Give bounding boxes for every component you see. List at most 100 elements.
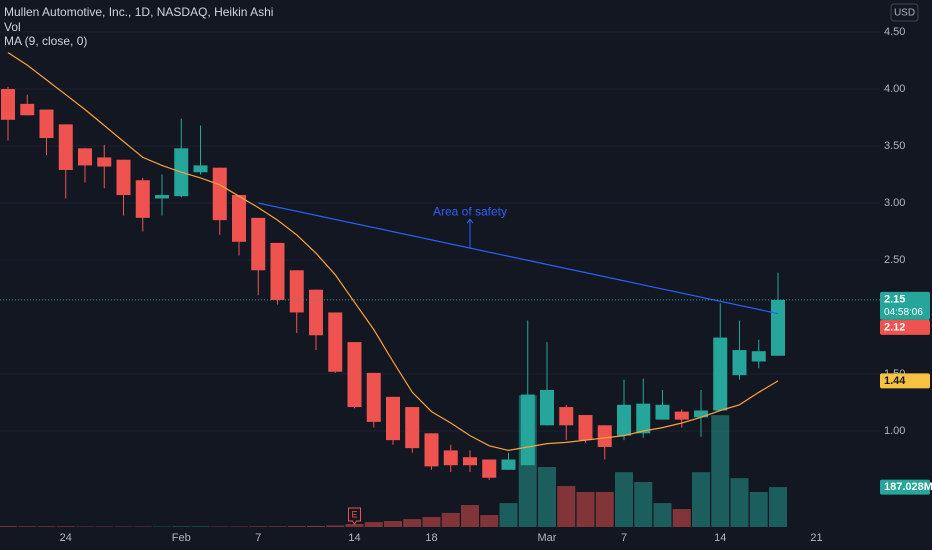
candle-body xyxy=(1,89,15,120)
volume-bar xyxy=(172,526,191,527)
candle-body xyxy=(540,389,554,426)
volume-bar xyxy=(249,526,268,527)
candle-body xyxy=(97,157,112,167)
volume-bar xyxy=(287,526,306,527)
x-tick-label: 24 xyxy=(60,532,72,544)
candle-body xyxy=(251,217,266,271)
price-label: 1.44 xyxy=(884,375,906,387)
candle-body xyxy=(58,124,73,170)
price-label-box xyxy=(880,319,930,335)
volume-bar xyxy=(441,512,460,527)
volume-bar xyxy=(191,526,210,527)
y-tick-label: 2.50 xyxy=(884,254,905,266)
volume-bar xyxy=(268,526,287,527)
volume-bar xyxy=(615,472,633,527)
candle-body xyxy=(116,159,131,196)
volume-bar xyxy=(326,525,345,527)
price-label-box xyxy=(880,291,930,320)
candle-body xyxy=(155,195,169,199)
volume-legend: Vol xyxy=(4,20,21,34)
volume-bar xyxy=(0,526,17,527)
candle-body xyxy=(328,312,343,372)
candle-body xyxy=(39,109,54,139)
ma-line xyxy=(7,52,779,452)
x-tick-label: 7 xyxy=(621,532,627,544)
candle-body xyxy=(347,342,362,408)
candle-body xyxy=(405,407,420,449)
volume-bar xyxy=(364,522,383,527)
volume-bar xyxy=(692,472,710,527)
volume-bar xyxy=(749,492,768,527)
volume-bar xyxy=(37,526,56,527)
candle-body xyxy=(309,289,323,336)
y-tick-label: 1.00 xyxy=(884,425,905,437)
volume-bar xyxy=(461,505,479,527)
price-pane: Area of safety E xyxy=(0,52,880,525)
candle-body xyxy=(232,195,246,242)
currency-box[interactable] xyxy=(890,3,919,22)
candle-body xyxy=(366,372,381,422)
candle-body xyxy=(617,404,631,436)
price-label-box xyxy=(880,479,930,495)
candle-body xyxy=(482,459,497,478)
volume-bar xyxy=(422,516,441,527)
volume-bar xyxy=(576,492,595,527)
candle-body xyxy=(386,396,400,441)
annotation-arrowhead xyxy=(466,218,474,224)
candle-body xyxy=(212,167,227,221)
axes: 4.504.003.503.002.501.501.0024Feb71418Ma… xyxy=(60,26,932,544)
ma-legend: MA (9, close, 0) xyxy=(4,34,87,48)
event-marker xyxy=(348,507,361,525)
volume-bar xyxy=(672,509,691,527)
volume-bar xyxy=(711,415,730,527)
x-tick-label: 14 xyxy=(714,532,726,544)
candle-body xyxy=(463,457,477,466)
volume-bar xyxy=(18,526,37,527)
price-countdown: 04:58:06 xyxy=(884,307,923,318)
volume-bar xyxy=(653,503,672,527)
candle-body xyxy=(289,270,304,313)
event-label: E xyxy=(351,509,357,519)
candle-body xyxy=(771,299,785,356)
candle-body xyxy=(270,242,285,300)
volume-bar xyxy=(56,526,75,527)
candle-body xyxy=(694,410,708,418)
trend-line xyxy=(258,202,779,315)
candle-body xyxy=(501,459,516,470)
chart-title: Mullen Automotive, Inc., 1D, NASDAQ, Hei… xyxy=(4,5,273,19)
candle-body xyxy=(751,351,766,362)
volume-bar xyxy=(634,481,653,527)
volume-bar xyxy=(769,487,787,527)
candle-body xyxy=(597,425,612,447)
volume-pane xyxy=(0,395,787,527)
volume-bar xyxy=(557,486,576,527)
candle-body xyxy=(193,165,208,173)
x-tick-label: Feb xyxy=(172,532,191,544)
volume-bar xyxy=(345,524,364,527)
y-tick-label: 4.00 xyxy=(884,83,905,95)
volume-bar xyxy=(538,467,556,527)
volume-bar xyxy=(480,515,499,527)
y-tick-label: 3.00 xyxy=(884,197,905,209)
annotation: Area of safety xyxy=(433,204,507,218)
price-label-box xyxy=(880,373,930,389)
price-label: 2.15 xyxy=(884,293,905,305)
candle-body xyxy=(674,411,689,420)
y-tick-label: 4.50 xyxy=(884,26,905,38)
x-tick-label: 14 xyxy=(348,532,360,544)
volume-bar xyxy=(730,478,749,527)
x-tick-label: 18 xyxy=(425,532,437,544)
x-tick-label: Mar xyxy=(538,532,557,544)
candle-body xyxy=(424,433,439,467)
price-label: 187.028M xyxy=(884,481,932,493)
volume-bar xyxy=(595,492,614,527)
x-tick-label: 21 xyxy=(810,532,822,544)
currency[interactable]: USD xyxy=(894,8,915,19)
volume-bar xyxy=(384,521,402,527)
x-tick-label: 7 xyxy=(255,532,261,544)
volume-bar xyxy=(499,503,518,527)
candle-body xyxy=(655,404,670,420)
volume-bar xyxy=(403,519,422,527)
